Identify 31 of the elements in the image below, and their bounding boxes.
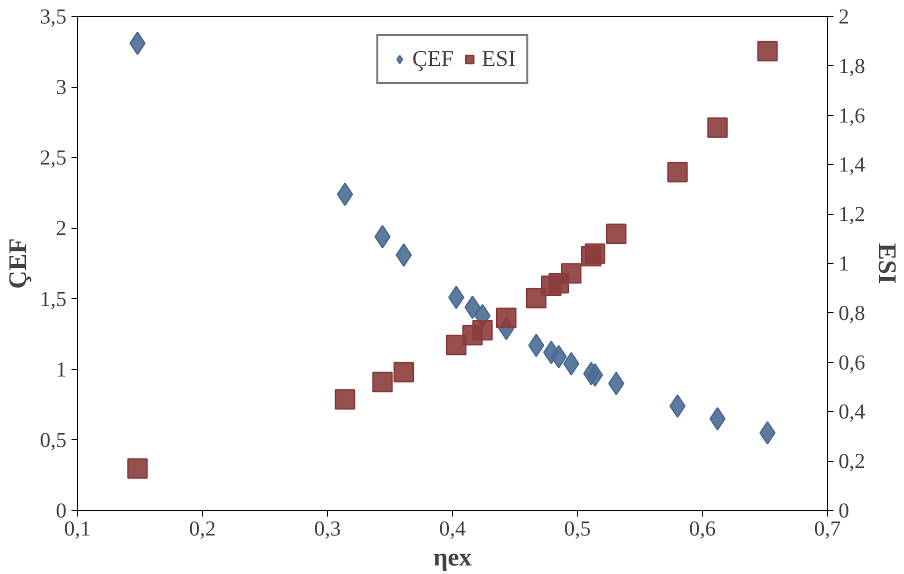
y-tick-label: 1,5	[40, 286, 67, 311]
y2-tick-label: 1,6	[838, 103, 866, 128]
y-tick-label: 0	[56, 498, 67, 522]
y-tick-label: 2,5	[40, 146, 67, 170]
y2-tick-label: 2	[838, 4, 850, 28]
y-tick-label: 0,5	[40, 428, 67, 452]
y2-tick-label: 1,2	[838, 202, 866, 226]
legend-label: ESI	[482, 46, 516, 72]
y2-tick-label: 1,8	[838, 54, 866, 78]
y2-tick-label: 0,6	[838, 350, 866, 374]
x-axis-title: ηex	[433, 544, 472, 572]
y2-tick-label: 1	[838, 252, 850, 276]
y2-tick-label: 0,8	[838, 300, 866, 325]
y-tick-label: 3,5	[40, 4, 67, 28]
y2-tick-label: 0,2	[838, 449, 866, 474]
y2-tick-label: 0	[838, 498, 850, 522]
y-tick-label: 1	[56, 357, 67, 382]
x-tick-label: 0,3	[314, 516, 341, 540]
x-tick-label: 0,4	[439, 516, 466, 540]
x-tick-label: 0,2	[189, 516, 216, 540]
y-axis-title: ÇEF	[4, 238, 32, 289]
x-tick-label: 0,6	[689, 516, 716, 540]
x-tick-label: 0,7	[814, 516, 842, 540]
y2-tick-label: 0,4	[838, 400, 866, 424]
y2-tick-label: 1,4	[838, 152, 866, 177]
y-tick-label: 2	[56, 216, 67, 240]
x-tick-label: 0,1	[64, 516, 91, 540]
legend-label: ÇEF	[412, 46, 454, 72]
y-tick-label: 3	[56, 75, 67, 100]
y2-axis-title: ESI	[873, 243, 902, 284]
x-tick-label: 0,5	[564, 516, 591, 540]
